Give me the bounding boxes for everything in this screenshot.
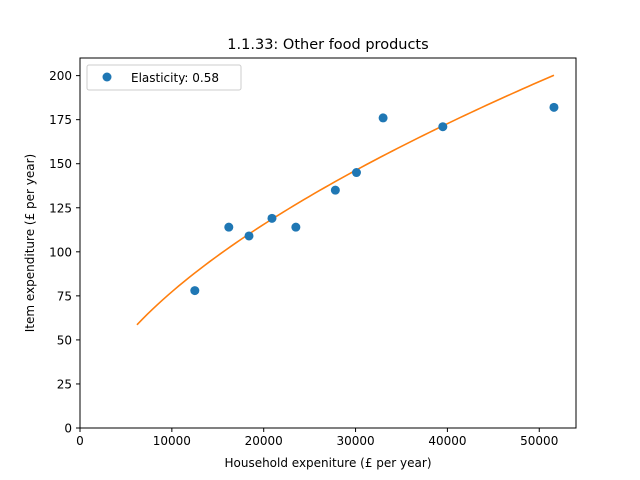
data-point bbox=[244, 231, 254, 241]
x-tick-label: 20000 bbox=[245, 434, 283, 448]
chart-title: 1.1.33: Other food products bbox=[227, 37, 428, 53]
x-tick-label: 40000 bbox=[428, 434, 466, 448]
x-tick-label: 0 bbox=[76, 434, 84, 448]
y-tick-label: 125 bbox=[49, 201, 72, 215]
axis-ticks: 0 10000 20000 30000 40000 50000 0 25 50 75 100 125 1… bbox=[49, 69, 558, 448]
data-point bbox=[549, 102, 559, 112]
y-tick-label: 25 bbox=[57, 377, 72, 391]
legend: Elasticity: 0.58 bbox=[86, 64, 242, 91]
y-tick-label: 150 bbox=[49, 157, 72, 171]
data-point bbox=[291, 222, 301, 232]
legend-label: Elasticity: 0.58 bbox=[131, 71, 219, 85]
data-point bbox=[190, 286, 200, 296]
data-point bbox=[267, 213, 277, 223]
y-tick-label: 175 bbox=[49, 113, 72, 127]
data-points-layer bbox=[190, 102, 559, 296]
y-tick-label: 75 bbox=[57, 289, 72, 303]
data-point bbox=[438, 122, 448, 132]
x-tick-label: 50000 bbox=[520, 434, 558, 448]
y-tick-label: 100 bbox=[49, 245, 72, 259]
data-point bbox=[330, 185, 340, 195]
plot-frame bbox=[79, 57, 577, 429]
legend-box bbox=[86, 64, 242, 91]
y-axis-label: Item expenditure (£ per year) bbox=[23, 154, 37, 332]
x-tick-label: 30000 bbox=[336, 434, 374, 448]
data-point bbox=[224, 222, 234, 232]
y-tick-label: 50 bbox=[57, 333, 72, 347]
x-axis-label: Household expeniture (£ per year) bbox=[224, 456, 431, 470]
x-tick-label: 10000 bbox=[153, 434, 191, 448]
y-tick-label: 0 bbox=[64, 422, 72, 436]
legend-marker bbox=[102, 72, 112, 82]
fit-line-layer bbox=[136, 74, 555, 326]
data-point bbox=[351, 168, 361, 178]
y-tick-label: 200 bbox=[49, 69, 72, 83]
fit-line bbox=[136, 74, 555, 326]
data-point bbox=[378, 113, 388, 123]
